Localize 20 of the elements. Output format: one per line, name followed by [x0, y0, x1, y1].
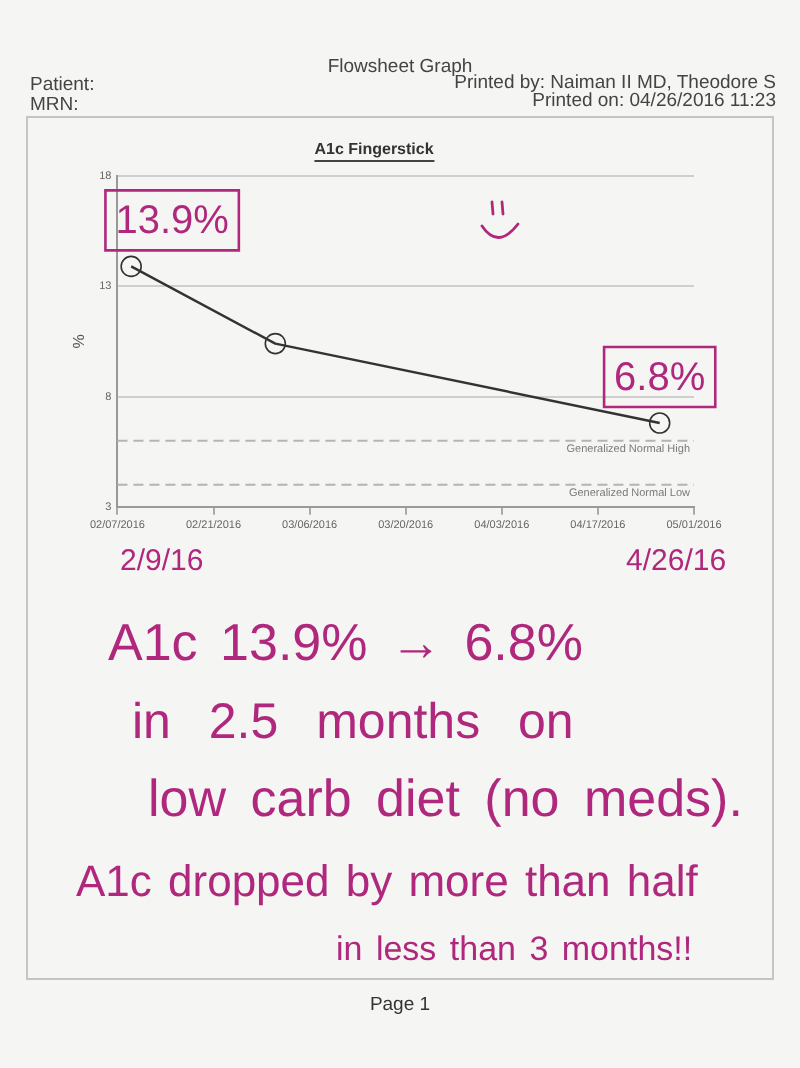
text: 4/26/16: [626, 544, 727, 578]
annotation: 6.8%: [614, 356, 706, 401]
text: A1c 13.9% → 6.8%: [108, 612, 583, 672]
text: in 2.5 months on: [132, 694, 574, 750]
text: in less than 3 months!!: [336, 930, 693, 968]
text: MRN:: [30, 94, 79, 116]
text: 2/9/16: [120, 544, 204, 578]
text: Page 1: [369, 994, 431, 1016]
text: Patient:: [30, 74, 95, 96]
point: [648, 412, 671, 434]
text: Flowsheet Graph: [327, 56, 473, 78]
text: low carb diet (no meds).: [148, 768, 743, 828]
chart-title: A1c Fingerstick: [314, 140, 434, 162]
point: [264, 332, 287, 355]
y-axis-title: %: [70, 334, 89, 349]
annotation: 13.9%: [115, 199, 230, 244]
text: Printed on: 04/26/2016 11:23: [532, 90, 776, 112]
text: A1c dropped by more than half: [76, 856, 698, 906]
point: [120, 255, 142, 278]
text: Printed by: Naiman II MD, Theodore S: [454, 72, 776, 94]
